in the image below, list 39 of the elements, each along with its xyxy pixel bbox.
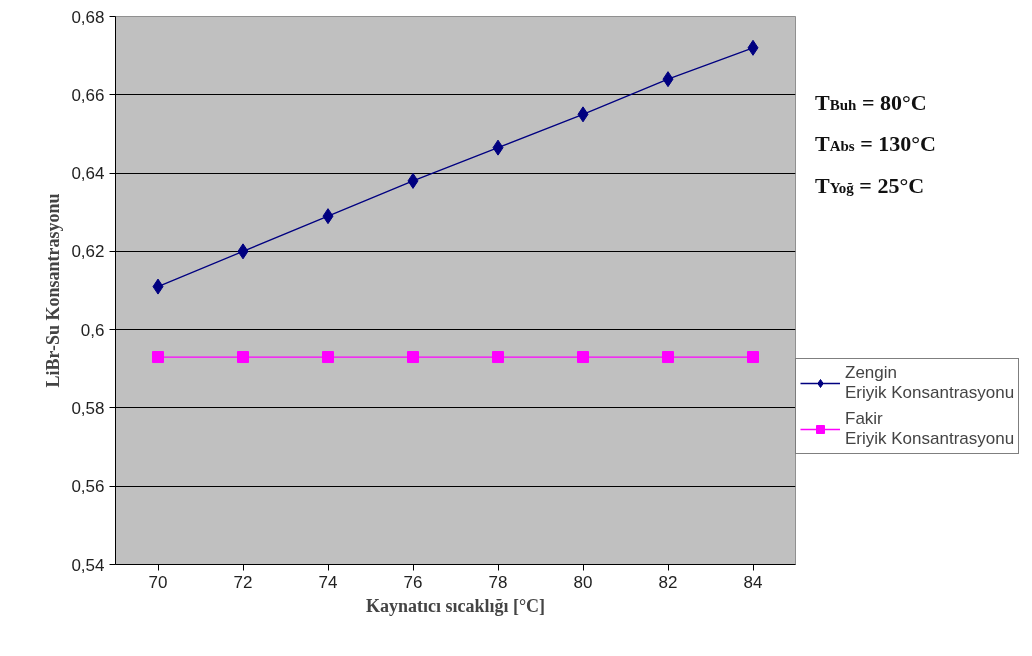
point [237,351,249,364]
legend-label: Zengin Eriyik Konsantrasyonu [845,363,1015,403]
point [492,351,504,364]
point [322,351,334,364]
point [407,172,419,189]
point [237,243,249,260]
x-tick-label: 76 [403,572,423,592]
point [407,351,419,364]
x-tick-label: 74 [318,572,338,592]
y-tick-label: 0,66 [71,85,105,105]
legend-label: Fakir Eriyik Konsantrasyonu [845,409,1015,449]
point [577,106,589,123]
x-axis-title: Kaynatıcı sıcaklığı [°C] [365,595,546,616]
point [747,39,759,56]
text: TAbs = 130°C [815,130,936,159]
y-axis-title: LiBr-Su Konsantrasyonu [43,193,64,388]
point [662,71,674,88]
point [662,351,674,364]
y-tick-label: 0,64 [71,164,105,184]
point [492,139,504,156]
text: TYoğ = 25°C [815,171,926,200]
y-tick-label: 0,58 [71,398,105,418]
point [322,208,334,225]
point [747,351,759,364]
point [577,351,589,364]
x-tick-label: 72 [233,572,253,592]
point [152,278,164,295]
y-tick-label: 0,68 [71,7,105,27]
x-tick-label: 70 [148,572,168,592]
text: TBuh = 80°C [815,89,928,117]
y-tick-label: 0,56 [71,477,105,497]
x-tick-label: 80 [573,572,593,592]
y-tick-label: 0,62 [71,242,105,262]
x-tick-label: 82 [658,572,678,592]
point [152,351,164,364]
y-tick-label: 0,54 [71,555,105,575]
y-tick-label: 0,6 [80,320,105,340]
x-tick-label: 78 [488,572,508,592]
x-tick-label: 84 [743,572,763,592]
